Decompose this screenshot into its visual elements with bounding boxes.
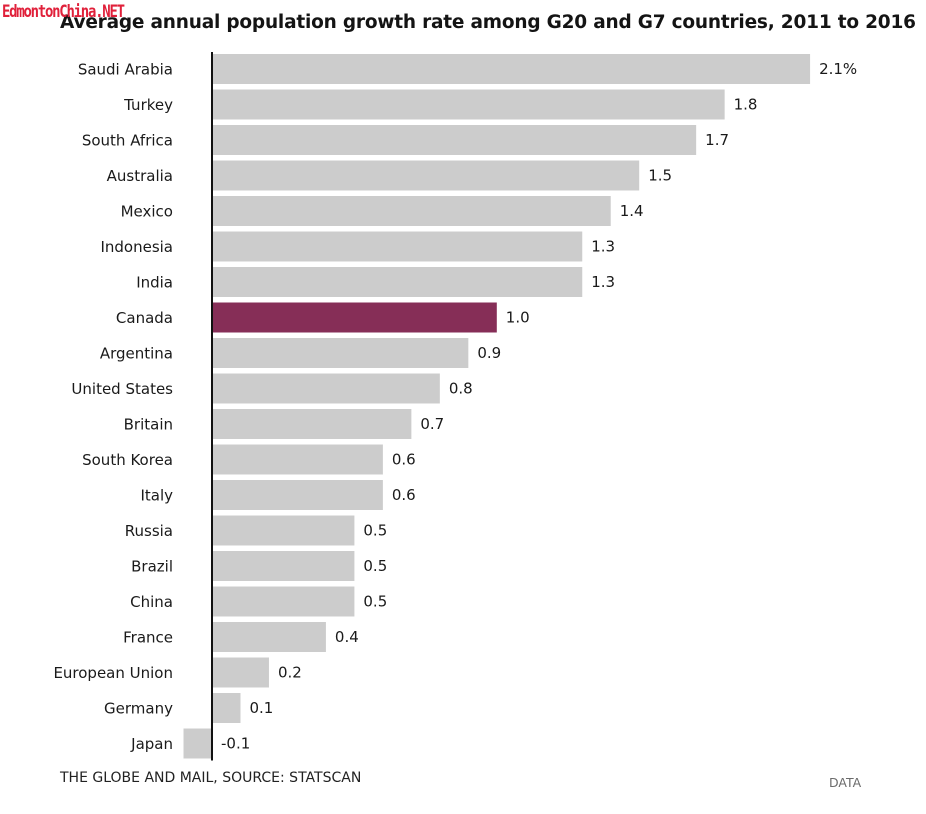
value-label-south-korea: 0.6 — [392, 451, 416, 469]
category-label-european-union: European Union — [53, 664, 173, 682]
value-label-argentina: 0.9 — [477, 344, 501, 362]
bar-indonesia — [212, 231, 583, 262]
bar-argentina — [212, 338, 469, 368]
value-label-russia: 0.5 — [363, 522, 387, 540]
bar-canada — [212, 302, 497, 333]
value-label-european-union: 0.2 — [278, 664, 302, 682]
bar-brazil — [212, 551, 355, 581]
category-label-australia: Australia — [107, 167, 173, 185]
source-note: THE GLOBE AND MAIL, SOURCE: STATSCAN — [60, 770, 362, 786]
bar-saudi-arabia — [212, 54, 811, 84]
bar-britain — [212, 409, 412, 439]
bars-group — [183, 54, 811, 759]
value-label-australia: 1.5 — [648, 167, 672, 185]
category-label-turkey: Turkey — [123, 96, 173, 114]
value-label-china: 0.5 — [363, 593, 387, 611]
category-label-italy: Italy — [140, 487, 173, 505]
bar-mexico — [212, 196, 611, 226]
value-label-japan: -0.1 — [221, 735, 250, 753]
value-label-canada: 1.0 — [506, 309, 530, 327]
data-link[interactable]: DATA — [829, 775, 862, 790]
category-label-china: China — [130, 593, 173, 611]
value-label-indonesia: 1.3 — [591, 238, 615, 256]
category-label-south-korea: South Korea — [82, 451, 173, 469]
category-label-mexico: Mexico — [121, 203, 173, 221]
bar-italy — [212, 480, 383, 510]
category-label-united-states: United States — [71, 380, 173, 398]
bar-south-africa — [212, 125, 697, 155]
value-label-turkey: 1.8 — [734, 96, 758, 114]
bar-china — [212, 586, 355, 617]
category-label-argentina: Argentina — [100, 345, 173, 363]
value-label-mexico: 1.4 — [620, 202, 644, 220]
bar-australia — [212, 160, 640, 191]
category-label-canada: Canada — [116, 309, 173, 327]
value-label-united-states: 0.8 — [449, 380, 473, 398]
bar-japan — [183, 728, 212, 759]
value-label-india: 1.3 — [591, 273, 615, 291]
category-label-brazil: Brazil — [131, 558, 173, 576]
bar-south-korea — [212, 444, 383, 475]
value-label-france: 0.4 — [335, 628, 359, 646]
chart-title: Average annual population growth rate am… — [60, 12, 916, 33]
bar-france — [212, 622, 326, 652]
category-label-france: France — [123, 629, 173, 647]
category-label-saudi-arabia: Saudi Arabia — [78, 61, 173, 79]
bar-russia — [212, 515, 355, 546]
value-label-italy: 0.6 — [392, 486, 416, 504]
value-labels-group: 2.1%1.81.71.51.41.31.31.00.90.80.70.60.6… — [221, 60, 857, 753]
value-label-germany: 0.1 — [249, 699, 273, 717]
category-label-germany: Germany — [104, 700, 173, 718]
bar-turkey — [212, 89, 725, 120]
bar-european-union — [212, 657, 269, 688]
category-labels-group: Saudi Arabia Turkey South Africa Australia M… — [53, 61, 173, 754]
category-label-britain: Britain — [124, 416, 173, 434]
category-label-russia: Russia — [125, 522, 173, 540]
bar-india — [212, 267, 583, 297]
value-label-saudi-arabia: 2.1% — [819, 60, 857, 78]
bar-germany — [212, 693, 241, 723]
value-label-britain: 0.7 — [420, 415, 444, 433]
category-label-indonesia: Indonesia — [100, 238, 173, 256]
category-label-india: India — [136, 274, 173, 292]
value-label-south-africa: 1.7 — [705, 131, 729, 149]
category-label-japan: Japan — [130, 735, 173, 753]
value-label-brazil: 0.5 — [363, 557, 387, 575]
watermark-logo: EdmontonChina.NET — [2, 2, 125, 22]
category-label-south-africa: South Africa — [82, 132, 173, 150]
bar-united-states — [212, 373, 440, 404]
